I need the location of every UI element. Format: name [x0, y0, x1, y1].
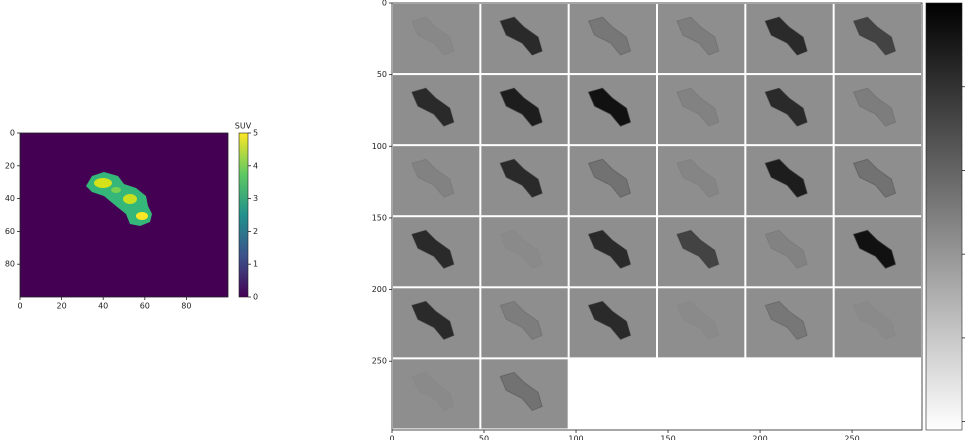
heatmap-background [20, 133, 228, 297]
y-tick-label: 250 [372, 357, 387, 366]
lesion-hotspot [136, 212, 148, 220]
lesion-hotspot [111, 187, 121, 193]
x-tick-label: 100 [568, 435, 583, 440]
x-tick-label: 40 [98, 302, 108, 311]
y-tick-label: 40 [5, 194, 15, 203]
lesion-hotspot [123, 194, 137, 204]
x-tick-label: 250 [844, 435, 859, 440]
y-tick-label: 50 [377, 70, 387, 79]
lesion-hotspot [94, 178, 112, 188]
x-tick-label: 60 [140, 302, 150, 311]
x-tick-label: 0 [389, 435, 394, 440]
colorbar-tick-label: 3 [253, 194, 258, 203]
colorbar-tick-label: 2 [253, 227, 258, 236]
x-tick-label: 50 [479, 435, 489, 440]
x-tick-label: 0 [17, 302, 22, 311]
colorbar-tick-label: 0 [253, 293, 258, 302]
x-tick-label: 80 [181, 302, 191, 311]
y-tick-label: 80 [5, 260, 15, 269]
x-tick-label: 20 [57, 302, 67, 311]
colorbar [239, 133, 248, 297]
y-tick-label: 200 [372, 285, 387, 294]
figure: SUV 020406080020406080012345050100150200… [0, 0, 965, 440]
colorbar-tick-label: 4 [253, 161, 258, 170]
y-tick-label: 60 [5, 227, 15, 236]
y-tick-label: 0 [10, 129, 15, 138]
colorbar-tick-label: 5 [253, 129, 258, 138]
y-tick-label: 20 [5, 161, 15, 170]
y-tick-label: 0 [382, 0, 387, 8]
x-tick-label: 150 [660, 435, 675, 440]
y-tick-label: 150 [372, 213, 387, 222]
colorbar-tick-label: 1 [253, 260, 258, 269]
colorbar [926, 3, 962, 430]
x-tick-label: 200 [752, 435, 767, 440]
y-tick-label: 100 [372, 142, 387, 151]
colorbar-label: SUV [235, 122, 252, 131]
